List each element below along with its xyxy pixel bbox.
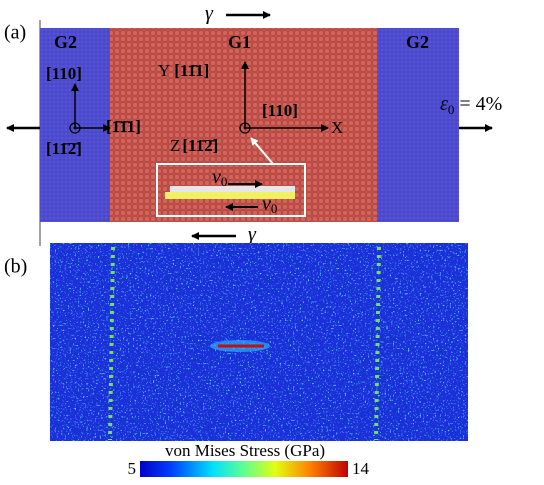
axis-out bbox=[69, 122, 81, 134]
pointer-arrow bbox=[250, 137, 275, 166]
velocity-label: v0 bbox=[212, 166, 227, 189]
grain-label: G2 bbox=[406, 32, 429, 52]
axis-out-dot bbox=[243, 126, 247, 130]
shear-label: γ bbox=[248, 224, 257, 246]
grain-label: G1 bbox=[228, 32, 251, 52]
grain-label: G2 bbox=[54, 32, 77, 52]
axis-label: Y [11̄1] bbox=[158, 61, 209, 80]
colorbar bbox=[140, 461, 348, 477]
shear-label: γ bbox=[205, 3, 214, 25]
strain-label: ε0 = 4% bbox=[440, 93, 502, 117]
panel-label: (a) bbox=[4, 22, 26, 44]
panel-label: (b) bbox=[4, 256, 27, 278]
inset-yellow-row bbox=[165, 192, 295, 199]
colorbar-min: 5 bbox=[128, 459, 137, 478]
axis-out-dot bbox=[73, 126, 77, 130]
axis-label: [11̄2̄] bbox=[46, 139, 82, 158]
velocity-label: v0 bbox=[262, 193, 277, 216]
axis-label: [1̄1̄1] bbox=[106, 117, 141, 136]
grain-boundary bbox=[108, 246, 115, 441]
axis-label: [110] bbox=[46, 64, 82, 83]
inset-white-row bbox=[170, 186, 295, 192]
colorbar-max: 14 bbox=[352, 459, 370, 478]
grain-g2-right bbox=[377, 28, 459, 222]
axis-label: Z [11̄2̄] bbox=[170, 136, 218, 155]
axis-label: X bbox=[331, 118, 343, 137]
grain-boundary bbox=[374, 246, 381, 441]
axis-out bbox=[239, 122, 251, 134]
colorbar-title: von Mises Stress (GPa) bbox=[165, 441, 325, 460]
axis-label: [110] bbox=[262, 101, 298, 120]
